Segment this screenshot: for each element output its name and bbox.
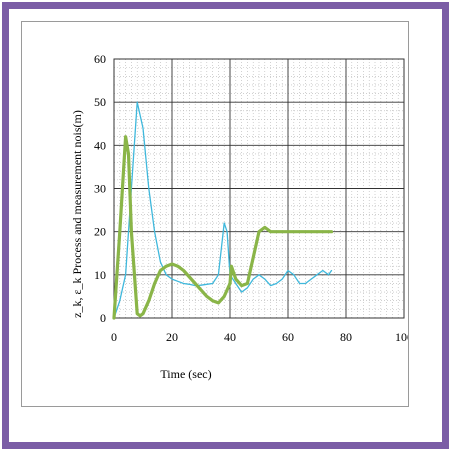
x-tick-label: 0	[111, 330, 117, 344]
y-tick-label: 60	[94, 52, 106, 66]
y-tick-label: 40	[94, 138, 106, 152]
line-chart: 0 20 40 60 80 100 0 10 20 30 40 50 60 Time (sec) z_k…	[70, 52, 413, 381]
labels: Time (sec) z_k, ε_k Process and measurem…	[70, 110, 212, 381]
y-tick-label: 30	[94, 182, 106, 196]
x-tick-label: 100	[395, 330, 408, 344]
y-tick-label: 50	[94, 95, 106, 109]
axes: 0 20 40 60 80 100 0 10 20 30 40 50 60	[94, 52, 413, 344]
x-tick-label: 80	[340, 330, 352, 344]
x-axis-label: Time (sec)	[160, 367, 211, 381]
x-tick-label: 60	[282, 330, 294, 344]
x-tick-label: 40	[224, 330, 236, 344]
series	[112, 101, 334, 320]
chart-panel: 0 20 40 60 80 100 0 10 20 30 40 50 60 Time (sec) z_k…	[21, 21, 413, 407]
series-line-1	[113, 101, 333, 319]
series-line-2	[112, 135, 334, 320]
y-tick-label: 0	[100, 311, 106, 325]
y-axis-label: z_k, ε_k Process and measurement nois(m)	[70, 110, 84, 318]
y-tick-label: 10	[94, 268, 106, 282]
y-tick-label: 20	[94, 225, 106, 239]
x-tick-label: 20	[166, 330, 178, 344]
plot-border	[113, 58, 405, 319]
